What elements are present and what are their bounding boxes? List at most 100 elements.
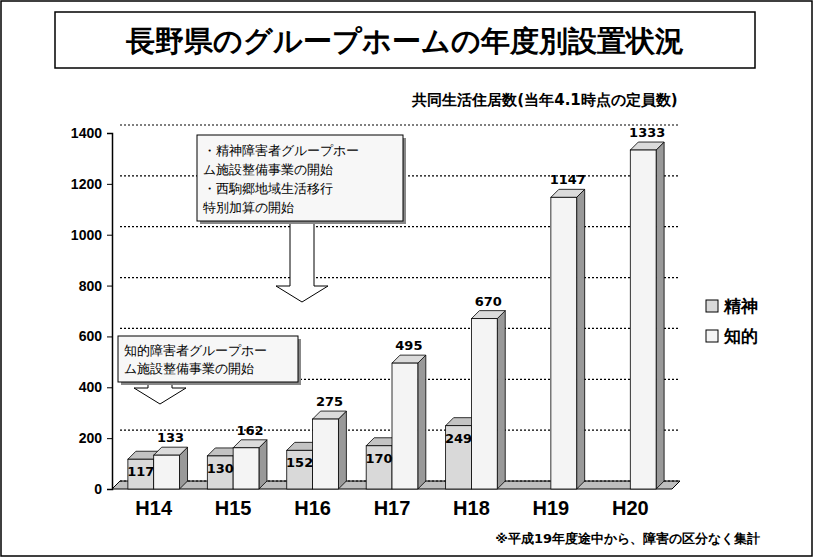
y-tick: 1000 [71,227,112,243]
x-tick: H16 [294,491,331,519]
x-tick-label: H15 [215,497,252,519]
data-label: 117 [127,464,154,479]
annotation-text: ム施設整備事業の開始 [203,162,333,177]
y-tick-mark [107,489,112,490]
data-label: 170 [366,451,393,466]
bar-group [471,311,505,489]
legend-item: 知的 [706,326,758,346]
grid-line [120,124,680,125]
y-tick: 200 [79,430,112,446]
bar-top [233,440,267,448]
x-tick-label: H20 [612,497,649,519]
x-tick-label: H16 [294,497,331,519]
legend-label: 知的 [723,326,758,346]
x-axis: H14 H15 H16 H17 H18 H19 H20 [113,491,673,519]
y-tick-label: 1400 [71,125,102,141]
y-tick-label: 800 [79,278,103,294]
y-axis: 0 200 400 600 800 1000 1200 1400 [71,125,113,497]
annotation-text: ・西駒郷地域生活移行 [203,181,333,196]
annotation: 知的障害者グループホーム施設整備事業の開始 [118,336,301,404]
legend-swatch [706,300,718,312]
y-tick-label: 400 [79,379,103,395]
y-tick-mark [107,235,112,236]
grid-line [120,226,680,227]
bar-group [233,440,267,489]
y-axis-line [107,134,113,490]
bar-top [313,411,347,419]
bar-top [154,447,188,455]
bar [471,319,497,489]
annotation-box [197,135,403,221]
x-tick: H14 [135,491,173,519]
bar-side [418,355,426,489]
bar-group [551,189,585,489]
y-tick-mark [107,133,112,134]
annotation-arrow [276,221,328,302]
data-label: 670 [475,294,502,309]
legend-label: 精神 [723,296,758,316]
bar-group [392,355,426,489]
annotation-arrow [134,382,186,404]
y-tick-label: 1200 [71,176,102,192]
bar [392,363,418,489]
bar [287,450,313,489]
x-tick-label: H17 [374,497,411,519]
y-tick-mark [107,336,112,337]
bar-side [497,311,505,489]
data-label: 275 [316,394,343,409]
bar [128,459,154,489]
grid-line [120,277,680,278]
bar-top [471,311,505,319]
y-tick: 0 [94,481,112,497]
bar [551,197,577,489]
y-tick-label: 600 [79,328,103,344]
bar-side [259,440,267,489]
x-tick: H18 [453,491,490,519]
y-tick: 1400 [71,125,112,141]
data-label: 495 [395,338,422,353]
bar-top [551,189,585,197]
y-tick-label: 0 [94,481,102,497]
y-tick: 400 [79,379,112,395]
x-tick: H20 [612,491,649,519]
x-tick-label: H14 [135,497,173,519]
bar-side [577,189,585,489]
bar-side [656,142,664,489]
bar-top [392,355,426,363]
legend-swatch [706,330,718,342]
bar [446,426,472,489]
title: 長野県のグループホームの年度別設置状況 [125,24,684,58]
annotation: ・精神障害者グループホーム施設整備事業の開始・西駒郷地域生活移行特別加算の開始 [197,135,406,302]
x-tick: H19 [533,491,570,519]
bar-side [338,411,346,489]
footnote: ※平成19年度途中から、障害の区分なく集計 [495,531,760,546]
data-label: 1147 [550,172,586,187]
data-labels: 117 130 152 170 249 133 162 275 495 670 1147 1333 [127,125,665,479]
annotation-box [118,336,298,382]
data-label: 249 [445,431,472,446]
bar [366,446,392,489]
annotation-text: 知的障害者グループホー [124,343,267,358]
y-tick-mark [107,184,112,185]
data-label: 133 [157,430,184,445]
data-label: 1333 [629,125,665,140]
y-tick-label: 200 [79,430,103,446]
bar [154,455,180,489]
bar [630,150,656,489]
y-tick: 800 [79,278,112,294]
bar-group [630,142,664,489]
subtitle: 共同生活住居数(当年4.1時点の定員数) [411,91,677,109]
annotation-text: 特別加算の開始 [203,200,294,215]
x-tick-label: H19 [533,497,570,519]
bar-group [154,447,188,489]
bar [207,456,233,489]
data-label: 162 [236,423,263,438]
data-label: 152 [286,455,313,470]
bar [233,448,259,489]
data-label: 130 [207,461,234,476]
grid-line [120,328,680,329]
x-tick: H17 [374,491,411,519]
x-tick: H15 [215,491,252,519]
frame [1,1,812,556]
x-axis-line [113,491,673,492]
